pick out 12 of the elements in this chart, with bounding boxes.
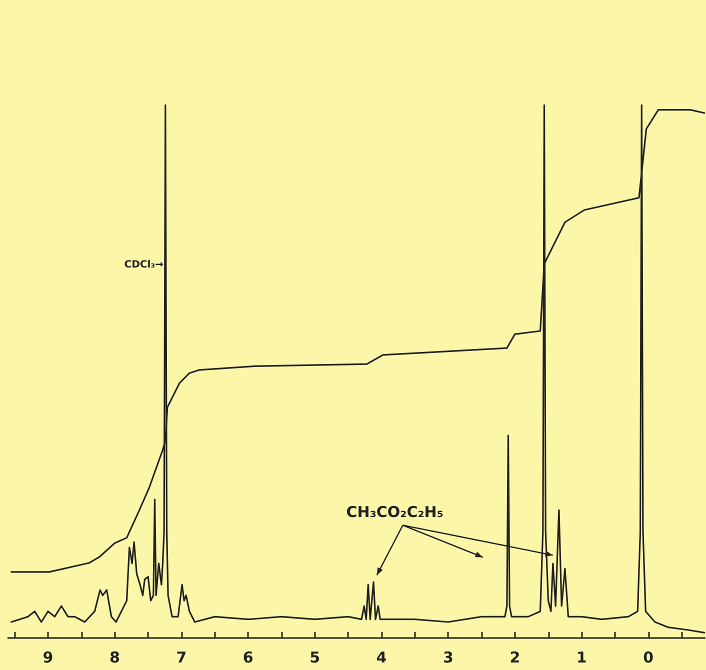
x-tick-label: 7 bbox=[176, 648, 187, 666]
x-tick-label: 8 bbox=[110, 648, 120, 666]
x-tick-label: 9 bbox=[42, 648, 54, 666]
x-tick-label: 4 bbox=[376, 648, 387, 666]
x-tick-label: 3 bbox=[442, 648, 454, 666]
annotation: CH₃CO₂C₂H₅ bbox=[346, 503, 444, 522]
x-tick-label: 2 bbox=[510, 648, 520, 666]
x-tick-label: 0 bbox=[643, 648, 654, 666]
annotation: CDCl₃→ bbox=[124, 259, 164, 270]
x-tick-label: 5 bbox=[310, 648, 320, 666]
x-tick-label: 6 bbox=[242, 648, 254, 666]
x-tick-label: 1 bbox=[576, 648, 587, 666]
